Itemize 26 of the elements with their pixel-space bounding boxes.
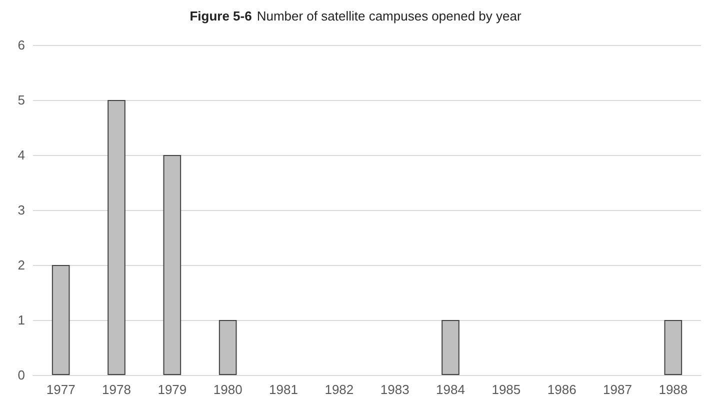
chart-title: Figure 5-6 Number of satellite campuses opened by year xyxy=(190,8,522,24)
x-tick-label: 1979 xyxy=(158,382,187,397)
bar xyxy=(442,320,460,375)
x-tick-label: 1981 xyxy=(269,382,298,397)
y-tick-label: 6 xyxy=(18,38,25,52)
y-tick-label: 4 xyxy=(18,148,25,162)
bar xyxy=(108,100,126,375)
x-tick-label: 1985 xyxy=(492,382,521,397)
x-tick-label: 1982 xyxy=(324,382,354,397)
x-tick-label: 1980 xyxy=(213,382,242,397)
y-tick-label: 1 xyxy=(18,312,25,328)
x-tick-label: 1986 xyxy=(547,382,576,397)
bar xyxy=(218,320,237,375)
y-tick-label: 3 xyxy=(18,202,25,218)
x-tick-label: 1978 xyxy=(102,382,131,397)
x-tick-label: 1988 xyxy=(658,382,688,397)
x-tick-label: 1984 xyxy=(436,382,465,397)
x-tick-label: 1987 xyxy=(603,382,632,397)
y-tick-label: 0 xyxy=(18,368,25,382)
bar xyxy=(163,155,182,375)
x-tick-label: 1977 xyxy=(46,382,76,397)
x-tick-label: 1983 xyxy=(380,382,410,397)
bar xyxy=(52,265,70,375)
bar xyxy=(664,320,682,375)
y-tick-label: 2 xyxy=(18,258,25,272)
y-tick-label: 5 xyxy=(18,92,25,108)
